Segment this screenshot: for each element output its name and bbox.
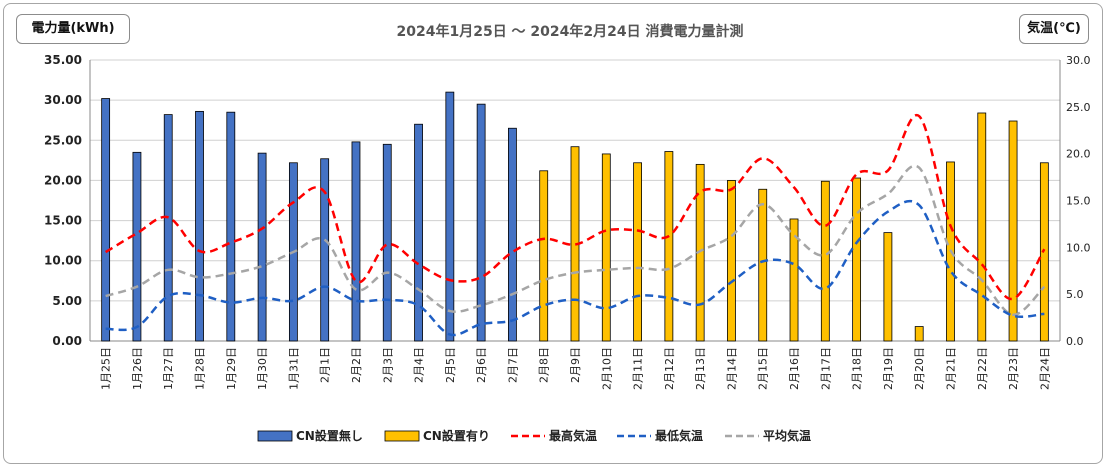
bar (1039, 162, 1049, 342)
y-tick-label: 15.00 (44, 214, 82, 228)
bar (914, 326, 924, 342)
y2-tick-label: 20.0 (1066, 148, 1091, 161)
bar (226, 111, 236, 342)
x-tick-label: 2月22日 (976, 347, 989, 390)
bar (476, 103, 486, 342)
legend-label: CN設置無し (296, 428, 363, 443)
bar (852, 177, 862, 342)
y-tick-label: 10.00 (44, 254, 82, 268)
x-tick-label: 2月7日 (506, 347, 519, 383)
x-tick-label: 1月29日 (225, 347, 238, 390)
y-tick-label: 35.00 (44, 53, 82, 67)
legend-label: CN設置有り (423, 428, 490, 443)
x-tick-label: 2月24日 (1038, 347, 1051, 390)
series-line (105, 113, 1046, 301)
bar (1008, 120, 1018, 342)
y-tick-label: 0.00 (52, 334, 82, 348)
x-tick-label: 2月17日 (819, 347, 832, 390)
y2-tick-label: 30.0 (1066, 54, 1091, 67)
x-tick-label: 2月23日 (1007, 347, 1020, 390)
x-tick-label: 2月18日 (851, 347, 864, 390)
x-tick-label: 2月19日 (882, 347, 895, 390)
legend: CN設置無し CN設置有り 最高気温 最低気温 平均気温 (257, 428, 811, 443)
x-tick-label: 1月31日 (287, 347, 300, 390)
x-tick-label: 2月2日 (350, 347, 363, 383)
bars (101, 91, 1049, 342)
bar (820, 180, 830, 342)
legend-swatch (257, 430, 293, 442)
bar (445, 91, 455, 342)
y-tick-label: 25.00 (44, 133, 82, 147)
legend-swatch (384, 430, 420, 442)
x-tick-label: 2月20日 (913, 347, 926, 390)
bar (351, 141, 361, 342)
x-tick-label: 1月28日 (194, 347, 207, 390)
bar (508, 127, 517, 342)
y2-tick-label: 0.0 (1066, 335, 1084, 348)
y2-tick-label: 25.0 (1066, 101, 1091, 114)
bar (414, 123, 423, 342)
x-tick-label: 2月15日 (757, 347, 770, 390)
bar (539, 170, 549, 342)
y2-tick-label: 5.0 (1066, 288, 1084, 301)
y2-axis-label: 気温(℃) (1019, 14, 1089, 44)
x-tick-label: 1月26日 (131, 347, 144, 390)
bar (195, 110, 204, 342)
legend-label: 平均気温 (763, 428, 811, 443)
x-tick-label: 2月8日 (538, 347, 551, 383)
bar (163, 114, 173, 342)
bar (883, 232, 893, 342)
bar (101, 98, 111, 342)
y-tick-label: 20.00 (44, 173, 82, 187)
legend-label: 最高気温 (549, 428, 597, 443)
temperature-lines (105, 113, 1046, 337)
bar (727, 180, 736, 342)
series-line (105, 164, 1046, 317)
x-tick-label: 1月27日 (162, 347, 175, 390)
bar (758, 188, 768, 342)
x-tick-label: 2月5日 (444, 347, 457, 383)
axes: 0.00 5.00 10.00 15.00 20.00 25.00 30.00 35.00 0.… (44, 53, 1090, 390)
x-tick-label: 1月30日 (256, 347, 269, 390)
x-tick-label: 2月9日 (569, 347, 582, 383)
y-tick-label: 30.00 (44, 93, 82, 107)
x-tick-label: 2月13日 (694, 347, 707, 390)
x-tick-label: 2月6日 (475, 347, 488, 383)
y-axis-label: 電力量(kWh) (16, 14, 130, 44)
bar (320, 158, 330, 342)
series-line (105, 199, 1045, 337)
x-tick-label: 2月10日 (600, 347, 613, 390)
bar (633, 162, 642, 342)
bar (695, 163, 705, 342)
x-tick-label: 2月4日 (413, 347, 426, 383)
bar (257, 152, 267, 342)
bar (132, 151, 142, 342)
bar (664, 151, 674, 342)
bar (601, 153, 611, 342)
bar (382, 143, 392, 342)
y2-tick-label: 15.0 (1066, 195, 1091, 208)
x-tick-label: 2月14日 (725, 347, 738, 390)
x-tick-label: 2月16日 (788, 347, 801, 390)
y2-tick-label: 10.0 (1066, 241, 1091, 254)
x-tick-label: 1月25日 (100, 347, 113, 390)
legend-label: 最低気温 (655, 428, 703, 443)
x-tick-label: 2月1日 (319, 347, 332, 383)
chart-title: 2024年1月25日 ～ 2024年2月24日 消費電力量計測 (397, 23, 744, 40)
chart-frame (3, 3, 1103, 464)
gridlines (90, 59, 1060, 342)
x-tick-label: 2月3日 (381, 347, 394, 383)
x-tick-label: 2月12日 (663, 347, 676, 390)
bar (789, 218, 799, 342)
x-tick-label: 2月21日 (944, 347, 957, 390)
x-tick-label: 2月11日 (632, 347, 645, 390)
y-tick-label: 5.00 (52, 294, 82, 308)
bar (977, 112, 987, 342)
